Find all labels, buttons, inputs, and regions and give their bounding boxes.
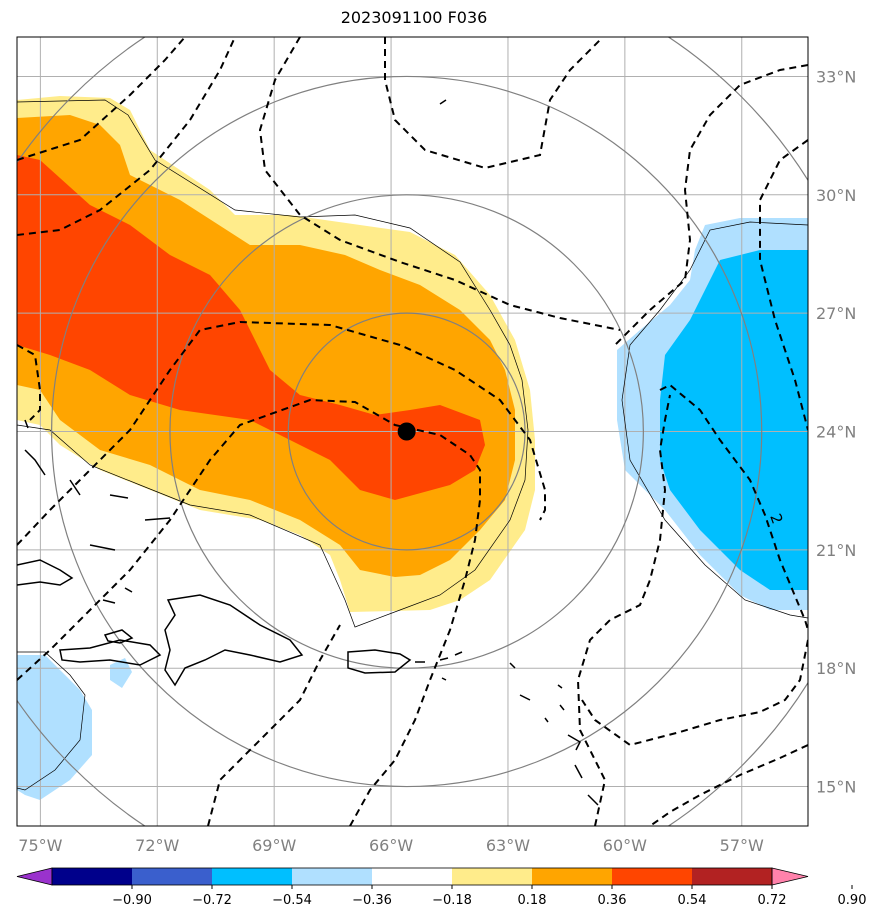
colorbar-segment	[612, 868, 692, 885]
negative-anomaly-small-patch	[110, 658, 132, 688]
longitude-tick-label: 69°W	[252, 836, 296, 855]
coastline-cuba	[17, 559, 74, 586]
colorbar-extend-high	[771, 867, 809, 886]
latitude-tick-label: 15°N	[816, 778, 856, 797]
latitude-tick-label: 30°N	[816, 186, 856, 205]
positive-outline	[17, 99, 529, 628]
contour-line	[17, 398, 481, 826]
colorbar-tick-label: 0.36	[598, 893, 627, 908]
colorbar-segment	[292, 868, 372, 885]
longitude-tick-label: 66°W	[369, 836, 413, 855]
map-title: 2023091100 F036	[340, 8, 488, 27]
longitude-tick-label: 75°W	[18, 836, 62, 855]
map-frame	[16, 36, 809, 827]
colorbar-tick-label: 0.72	[758, 893, 787, 908]
colorbar-tick-label: −0.72	[192, 893, 232, 908]
latitude-tick-label: 33°N	[816, 67, 856, 86]
colorbar-tick-label: 0.90	[838, 893, 867, 908]
latitude-tick-label: 27°N	[816, 304, 856, 323]
range-ring	[169, 194, 644, 669]
range-rings	[17, 37, 808, 826]
colorbar-segment	[52, 868, 132, 885]
colorbar-tick-label: −0.36	[352, 893, 392, 908]
anomaly-outline	[17, 99, 808, 791]
coastline-hispaniola	[164, 594, 304, 687]
latitude-tick-labels: 33°N 30°N 27°N 24°N 21°N 18°N 15°N	[816, 67, 856, 796]
coastline-puerto-rico	[347, 649, 412, 674]
negative-anomaly-east-inner	[660, 250, 808, 590]
negative-outline	[621, 221, 808, 619]
colorbar-tick-label: 0.54	[678, 893, 707, 908]
storm-center-marker	[397, 422, 416, 441]
coastline-bahamas	[24, 419, 171, 604]
colorbar-tick-label: 0.18	[518, 893, 547, 908]
longitude-tick-label: 72°W	[135, 836, 179, 855]
contour-line	[659, 383, 808, 631]
contour-line	[17, 344, 41, 421]
colorbar-segment	[532, 868, 612, 885]
contour-line	[17, 320, 546, 546]
coastline-cuba-east	[59, 639, 162, 666]
colorbar-tick-label: −0.18	[432, 893, 472, 908]
colorbar: −0.90 −0.72 −0.54 −0.36 −0.18 0.18 0.36 0.54 0.7…	[16, 867, 867, 908]
colorbar-segment	[132, 868, 212, 885]
contour-line	[759, 139, 808, 431]
coastlines	[17, 99, 599, 806]
contour-line	[649, 744, 808, 826]
colorbar-outline	[51, 867, 773, 886]
longitude-tick-labels: 75°W 72°W 69°W 66°W 63°W 60°W 57°W	[18, 836, 764, 855]
range-ring	[287, 312, 526, 551]
coastline-antilles	[415, 99, 599, 806]
coastline-jamaica	[103, 629, 134, 644]
colorbar-tick-label: −0.54	[272, 893, 312, 908]
range-ring	[51, 75, 763, 788]
map-plot-area: 2	[17, 37, 808, 826]
contour-line	[581, 639, 808, 747]
contour-line	[17, 37, 186, 161]
contour-line	[258, 37, 621, 331]
latitude-tick-label: 21°N	[816, 541, 856, 560]
positive-anomaly-0.54-region	[17, 155, 485, 500]
colorbar-segment	[212, 868, 292, 885]
southwest-outline	[17, 651, 86, 791]
dashed-contours	[17, 37, 808, 826]
contour-line	[576, 394, 671, 826]
contour-line	[207, 624, 341, 826]
negative-anomaly-southwest	[17, 655, 92, 800]
positive-anomaly-fill	[17, 96, 535, 612]
colorbar-segment	[452, 868, 532, 885]
contour-line	[384, 37, 601, 170]
latitude-tick-label: 18°N	[816, 659, 856, 678]
colorbar-segment	[372, 868, 452, 885]
longitude-tick-label: 60°W	[603, 836, 647, 855]
longitude-tick-label: 57°W	[720, 836, 764, 855]
colorbar-extend-low	[16, 867, 53, 886]
latitude-tick-label: 24°N	[816, 423, 856, 442]
colorbar-tick-label: −0.90	[112, 893, 152, 908]
contour-line	[614, 64, 808, 346]
longitude-tick-label: 63°W	[486, 836, 530, 855]
colorbar-segment	[692, 868, 772, 885]
negative-anomaly-fill	[17, 218, 808, 800]
